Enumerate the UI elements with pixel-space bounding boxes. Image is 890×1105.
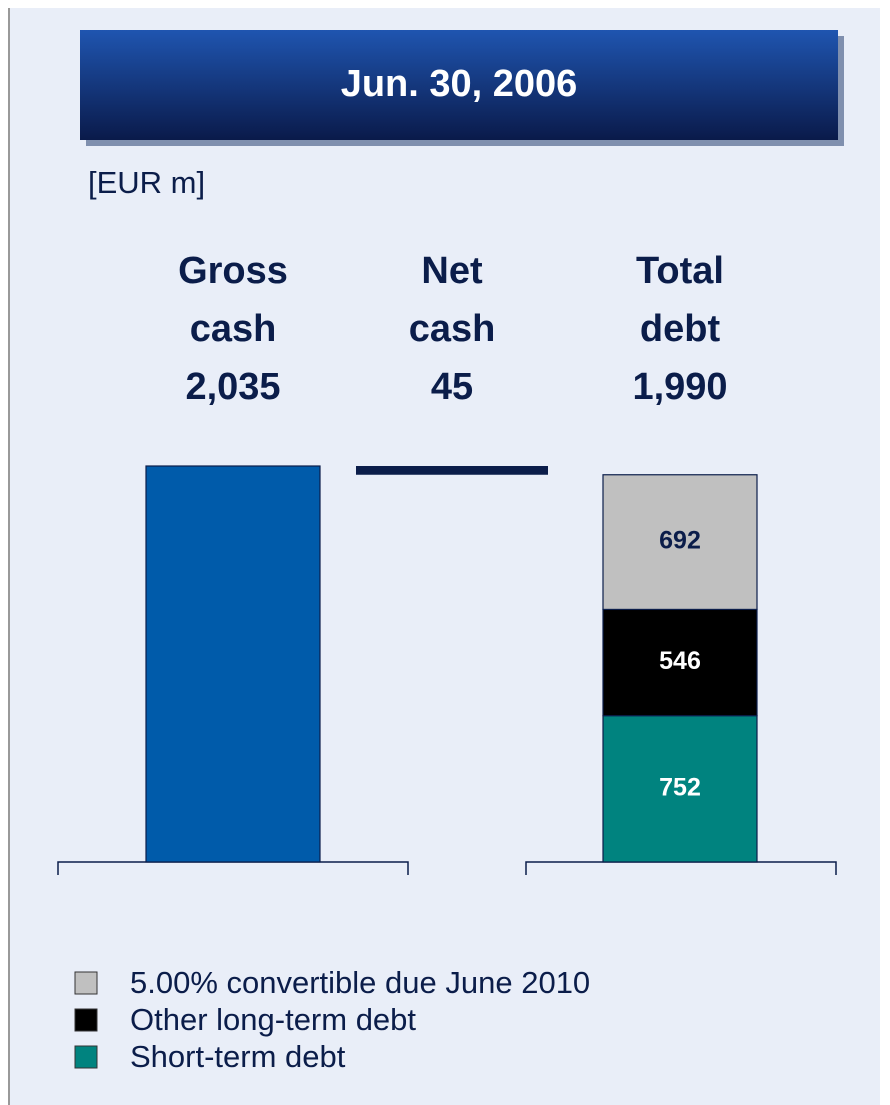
segment-label: 546: [659, 647, 701, 675]
column-value: 2,035: [185, 366, 280, 408]
segment-label: 752: [659, 773, 701, 801]
legend-label: 5.00% convertible due June 2010: [130, 965, 590, 1000]
column-name: Gross cash: [178, 250, 288, 350]
net-cash-bar: [356, 466, 548, 475]
legend-label: Short-term debt: [130, 1039, 346, 1074]
legend-swatch: [74, 1008, 98, 1032]
stack-segment: [602, 608, 758, 717]
column-value: 1,990: [632, 366, 727, 408]
unit-label: [EUR m]: [88, 165, 205, 200]
column-value: 45: [431, 366, 473, 408]
legend-swatch: [74, 1045, 98, 1069]
legend-swatch: [74, 971, 98, 995]
column-name: Total debt: [636, 250, 724, 350]
column-name: Net cash: [409, 250, 496, 350]
stack-segment: [602, 474, 758, 611]
chart-title: Jun. 30, 2006: [341, 63, 578, 105]
bar: [145, 465, 321, 863]
segment-label: 692: [659, 527, 701, 555]
banner: [80, 30, 838, 140]
legend-label: Other long-term debt: [130, 1002, 416, 1037]
stack-segment: [602, 715, 758, 863]
